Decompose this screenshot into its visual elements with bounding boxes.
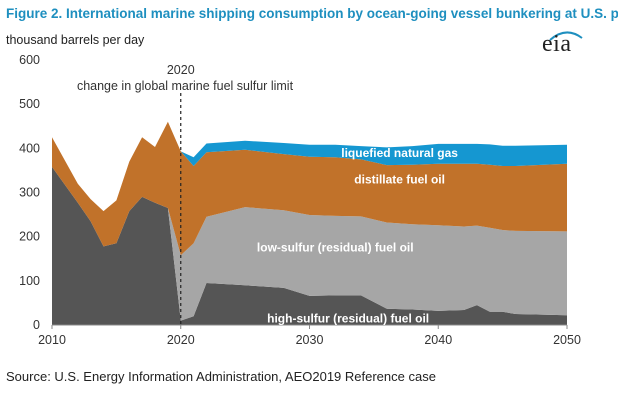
series-label: high-sulfur (residual) fuel oil (267, 311, 429, 325)
area-series-1 (52, 166, 567, 321)
x-tick-label: 2020 (167, 333, 195, 347)
y-tick-label: 400 (19, 141, 40, 155)
y-tick-label: 300 (19, 186, 40, 200)
y-axis-label: thousand barrels per day (6, 33, 145, 47)
y-tick-label: 100 (19, 274, 40, 288)
y-tick-label: 0 (33, 318, 40, 332)
series-label: distillate fuel oil (354, 172, 445, 186)
area-series-3 (52, 121, 567, 212)
area-series-0 (52, 166, 567, 325)
x-tick-label: 2050 (553, 333, 581, 347)
x-tick-label: 2030 (296, 333, 324, 347)
x-tick-label: 2040 (424, 333, 452, 347)
chart-title: Figure 2. International marine shipping … (6, 6, 618, 21)
y-tick-label: 600 (19, 53, 40, 67)
annotation-label: change in global marine fuel sulfur limi… (77, 79, 294, 93)
eia-logo-arc-icon (549, 31, 583, 41)
series-labels: liquefied natural gas distillate fuel oil… (257, 146, 458, 326)
series-label: liquefied natural gas (341, 146, 458, 160)
source-note: Source: U.S. Energy Information Administ… (6, 369, 436, 384)
y-tick-label: 200 (19, 230, 40, 244)
x-tick-label: 2010 (38, 333, 66, 347)
chart-axes: 0 100 200 300 400 500 600 2010 2020 2030 2040 2050 (19, 53, 581, 347)
annotation-year: 2020 (167, 63, 195, 77)
chart-areas (52, 121, 567, 325)
y-tick-label: 500 (19, 97, 40, 111)
eia-logo: eia (542, 31, 572, 57)
series-label: low-sulfur (residual) fuel oil (257, 241, 414, 255)
chart-annotation: 2020 change in global marine fuel sulfur … (77, 63, 294, 325)
